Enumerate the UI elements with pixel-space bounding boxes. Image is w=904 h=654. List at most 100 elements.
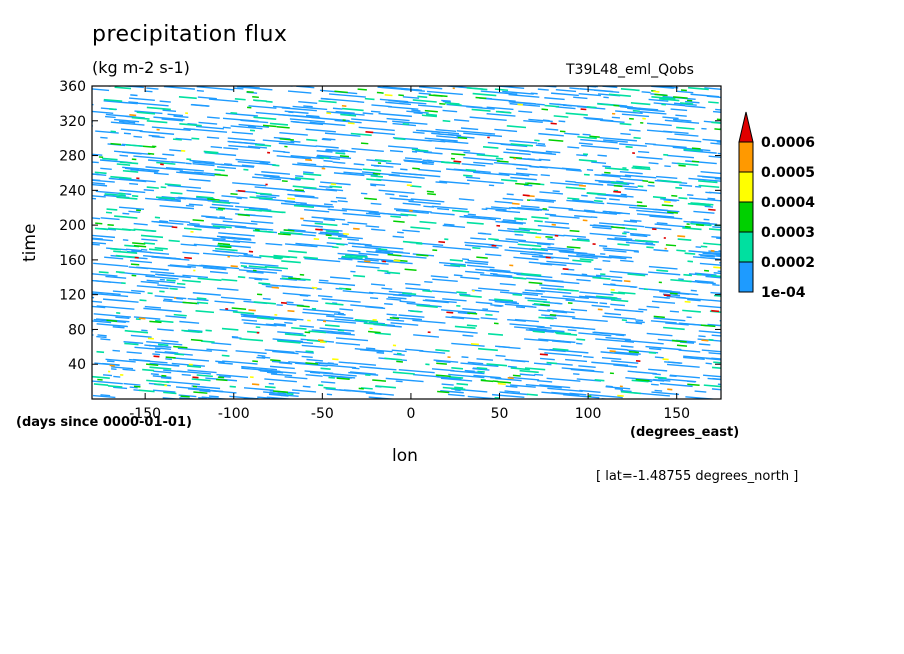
precip-streak <box>287 197 296 200</box>
precip-streak <box>463 156 500 162</box>
precip-streak <box>92 195 106 198</box>
precip-streak <box>694 272 717 276</box>
precip-streak <box>533 362 552 366</box>
precip-streak <box>283 151 290 154</box>
precip-streak <box>424 109 438 113</box>
precip-streak <box>723 348 755 351</box>
precip-streak <box>230 125 263 130</box>
precip-streak <box>125 143 143 148</box>
precip-streak <box>610 303 625 307</box>
precip-streak <box>740 330 755 331</box>
precip-streak <box>491 206 511 210</box>
precip-streak <box>335 196 347 200</box>
precip-streak <box>105 358 136 363</box>
precip-streak <box>444 101 460 105</box>
precip-streak <box>176 171 215 177</box>
precip-streak <box>645 345 682 351</box>
precip-streak <box>540 247 574 253</box>
precip-streak <box>581 144 620 150</box>
precip-streak <box>282 292 311 297</box>
precip-streak <box>128 97 155 101</box>
precip-streak <box>534 220 543 223</box>
precip-streak <box>283 229 295 232</box>
precip-streak <box>599 302 608 305</box>
precip-streak <box>422 299 449 304</box>
precip-streak <box>567 197 580 200</box>
precip-streak <box>509 100 536 105</box>
precip-streak <box>134 346 161 351</box>
precip-streak <box>672 291 699 296</box>
precip-streak <box>262 124 277 128</box>
precip-streak <box>133 135 143 138</box>
precip-streak <box>155 319 174 323</box>
precip-streak <box>636 209 674 215</box>
precip-streak <box>123 132 132 135</box>
precip-streak <box>514 326 547 331</box>
precip-streak <box>243 322 277 327</box>
precip-streak <box>96 335 107 339</box>
precip-streak <box>105 115 116 119</box>
precip-streak <box>153 81 162 82</box>
precip-streak <box>653 90 660 93</box>
precip-streak <box>539 165 576 171</box>
precip-streak <box>231 131 254 135</box>
precip-streak <box>671 194 678 197</box>
precip-streak <box>394 87 420 91</box>
precip-streak <box>338 361 350 364</box>
precip-streak <box>333 172 365 177</box>
precip-streak <box>535 144 546 147</box>
precip-streak <box>113 375 121 378</box>
precip-streak <box>540 82 550 83</box>
precip-streak <box>217 376 225 379</box>
precip-streak <box>664 200 671 204</box>
precip-streak <box>479 77 514 80</box>
precip-streak <box>645 242 654 245</box>
precip-streak <box>294 362 328 367</box>
precip-streak <box>295 242 334 248</box>
precip-streak <box>536 326 552 329</box>
precip-streak <box>387 253 402 257</box>
precip-streak <box>711 309 720 313</box>
precip-streak <box>431 290 457 294</box>
precip-streak <box>659 382 693 388</box>
precip-streak <box>602 315 636 320</box>
precip-streak <box>613 184 623 188</box>
precip-streak <box>567 329 577 332</box>
precip-streak <box>460 276 480 280</box>
precip-streak <box>442 119 451 123</box>
precip-streak <box>544 352 583 357</box>
precip-streak <box>94 362 120 366</box>
precip-streak <box>708 352 721 355</box>
precip-streak <box>527 182 541 185</box>
precip-streak <box>624 365 637 368</box>
precip-streak <box>147 159 174 163</box>
precip-streak <box>610 226 626 229</box>
precip-streak <box>92 153 103 156</box>
precip-streak <box>397 77 427 80</box>
precip-streak <box>451 315 480 320</box>
precip-streak <box>289 118 325 123</box>
precip-streak <box>597 193 628 198</box>
precip-streak <box>578 92 602 97</box>
precip-streak <box>602 247 639 252</box>
precip-streak <box>440 161 461 165</box>
precip-streak <box>686 380 696 383</box>
precip-streak <box>511 202 520 205</box>
precip-streak <box>437 207 450 211</box>
precip-streak <box>712 283 720 286</box>
precip-streak <box>741 388 773 391</box>
precip-streak <box>563 234 586 238</box>
precip-streak <box>140 248 148 251</box>
precip-streak <box>271 360 290 364</box>
precip-streak <box>421 162 434 166</box>
precip-streak <box>328 93 366 98</box>
precip-streak <box>590 216 598 219</box>
precip-streak <box>515 172 538 176</box>
precip-streak <box>92 241 106 245</box>
precip-streak <box>574 181 604 186</box>
precip-streak <box>303 171 314 174</box>
precip-streak <box>433 94 448 98</box>
precip-streak <box>157 274 191 279</box>
precip-streak <box>469 116 507 121</box>
